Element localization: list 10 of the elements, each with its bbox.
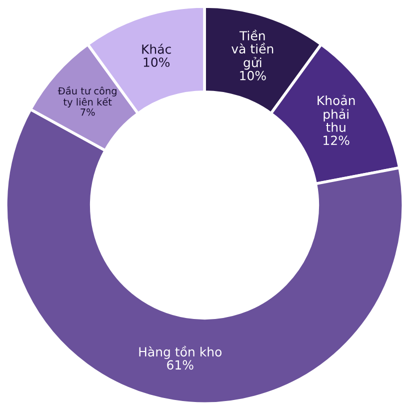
slice-label: Tiền và tiền gửi (232, 30, 274, 70)
data-label: 10% (240, 70, 266, 80)
data-label: 12% (324, 136, 350, 146)
data-label: 10% (144, 57, 170, 67)
slice-label: Đầu tư công ty liên kết (58, 86, 116, 108)
data-label: 61% (167, 360, 194, 370)
slice-label: Khác (142, 44, 171, 54)
data-label: 7% (80, 108, 95, 116)
slice-label: Hàng tồn kho (139, 346, 222, 359)
slice-label: Khoản phải thu (318, 94, 355, 132)
